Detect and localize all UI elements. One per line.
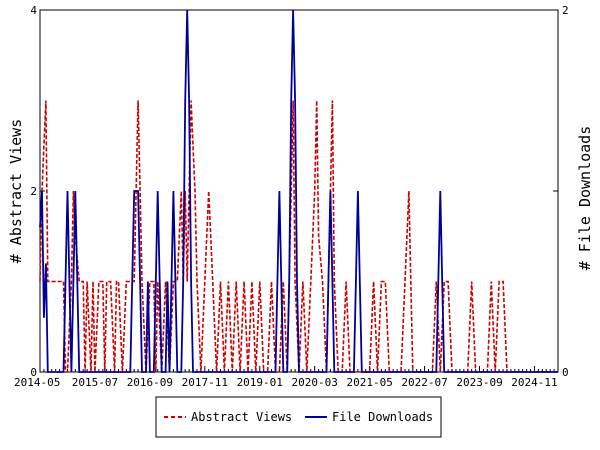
plot-area <box>39 9 559 373</box>
x-tick-label: 2015-07 <box>72 376 118 389</box>
x-tick-label: 2021-05 <box>346 376 392 389</box>
x-tick-label: 2017-11 <box>182 376 228 389</box>
y-axis-title-left: # Abstract Views <box>7 119 25 264</box>
x-tick-label: 2014-05 <box>14 376 60 389</box>
y-tick-label-left: 2 <box>30 185 37 198</box>
legend-box <box>155 396 442 438</box>
x-tick-label: 2020-03 <box>292 376 338 389</box>
y-tick-label-left: 0 <box>30 366 37 379</box>
series-line-file-downloads <box>39 9 558 373</box>
x-tick-label: 2016-09 <box>127 376 173 389</box>
y-tick-label-left: 4 <box>30 4 37 17</box>
tick-labels: 2014-05 2015-07 2016-09 2017-11 2019-01 2020-… <box>14 4 569 389</box>
x-tick-label: 2023-09 <box>456 376 502 389</box>
y-tick-label-right: 0 <box>562 366 569 379</box>
legend-label-abstract-views: Abstract Views <box>191 410 292 424</box>
series-layer <box>39 9 558 373</box>
y-axis-title-right: # File Downloads <box>576 126 594 271</box>
y-tick-label-right: 2 <box>562 4 569 17</box>
x-tick-label: 2022-07 <box>401 376 447 389</box>
legend: Abstract Views File Downloads <box>155 396 442 438</box>
x-tick-label: 2024-11 <box>511 376 557 389</box>
legend-label-file-downloads: File Downloads <box>332 410 433 424</box>
x-tick-label: 2019-01 <box>237 376 283 389</box>
